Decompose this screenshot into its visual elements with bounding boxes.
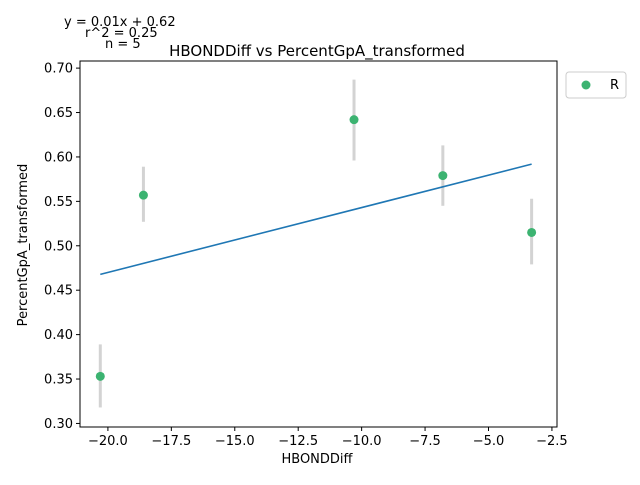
y-tick-label: 0.65 bbox=[44, 106, 73, 121]
y-axis-ticks: 0.30 0.35 0.40 0.45 0.50 0.55 0.60 0.65 0.70 bbox=[44, 62, 80, 432]
fit-equation: y = 0.01x + 0.62 bbox=[64, 15, 176, 30]
y-tick-label: 0.40 bbox=[44, 328, 73, 343]
y-axis-label: PercentGpA_transformed bbox=[16, 164, 31, 327]
y-tick-label: 0.45 bbox=[44, 284, 73, 299]
y-tick-label: 0.30 bbox=[44, 417, 73, 432]
legend: R bbox=[565, 71, 627, 99]
axes-frame bbox=[79, 60, 558, 428]
x-tick-label: −17.5 bbox=[151, 434, 191, 449]
chart-title: HBONDDiff vs PercentGpA_transformed bbox=[169, 42, 465, 61]
data-points bbox=[95, 115, 537, 381]
fit-line-group bbox=[100, 163, 532, 276]
plot-frame bbox=[79, 60, 558, 428]
data-point bbox=[95, 371, 105, 381]
data-point bbox=[349, 115, 359, 125]
x-axis-label: HBONDDiff bbox=[281, 452, 353, 467]
y-tick-label: 0.35 bbox=[44, 373, 73, 388]
x-tick-label: −10.0 bbox=[342, 434, 382, 449]
sample-count: n = 5 bbox=[105, 37, 141, 52]
legend-box bbox=[565, 71, 627, 99]
y-tick-label: 0.60 bbox=[44, 150, 73, 165]
x-tick-label: −5.0 bbox=[473, 434, 505, 449]
legend-marker bbox=[581, 80, 591, 90]
x-tick-label: −2.5 bbox=[536, 434, 568, 449]
data-point bbox=[527, 227, 537, 237]
x-tick-label: −7.5 bbox=[409, 434, 441, 449]
y-tick-label: 0.55 bbox=[44, 195, 73, 210]
regression-line bbox=[100, 163, 532, 276]
x-tick-label: −20.0 bbox=[88, 434, 128, 449]
x-tick-label: −15.0 bbox=[215, 434, 255, 449]
r-squared: r^2 = 0.25 bbox=[85, 26, 158, 41]
x-tick-label: −12.5 bbox=[278, 434, 318, 449]
legend-label: R bbox=[610, 78, 619, 93]
data-point bbox=[438, 171, 448, 181]
y-tick-label: 0.70 bbox=[44, 62, 73, 77]
y-tick-label: 0.50 bbox=[44, 239, 73, 254]
x-axis-ticks: −20.0 −17.5 −15.0 −12.5 −10.0 −7.5 −5.0 −2.5 bbox=[88, 427, 568, 449]
data-point bbox=[138, 190, 148, 200]
error-bars bbox=[98, 79, 534, 408]
